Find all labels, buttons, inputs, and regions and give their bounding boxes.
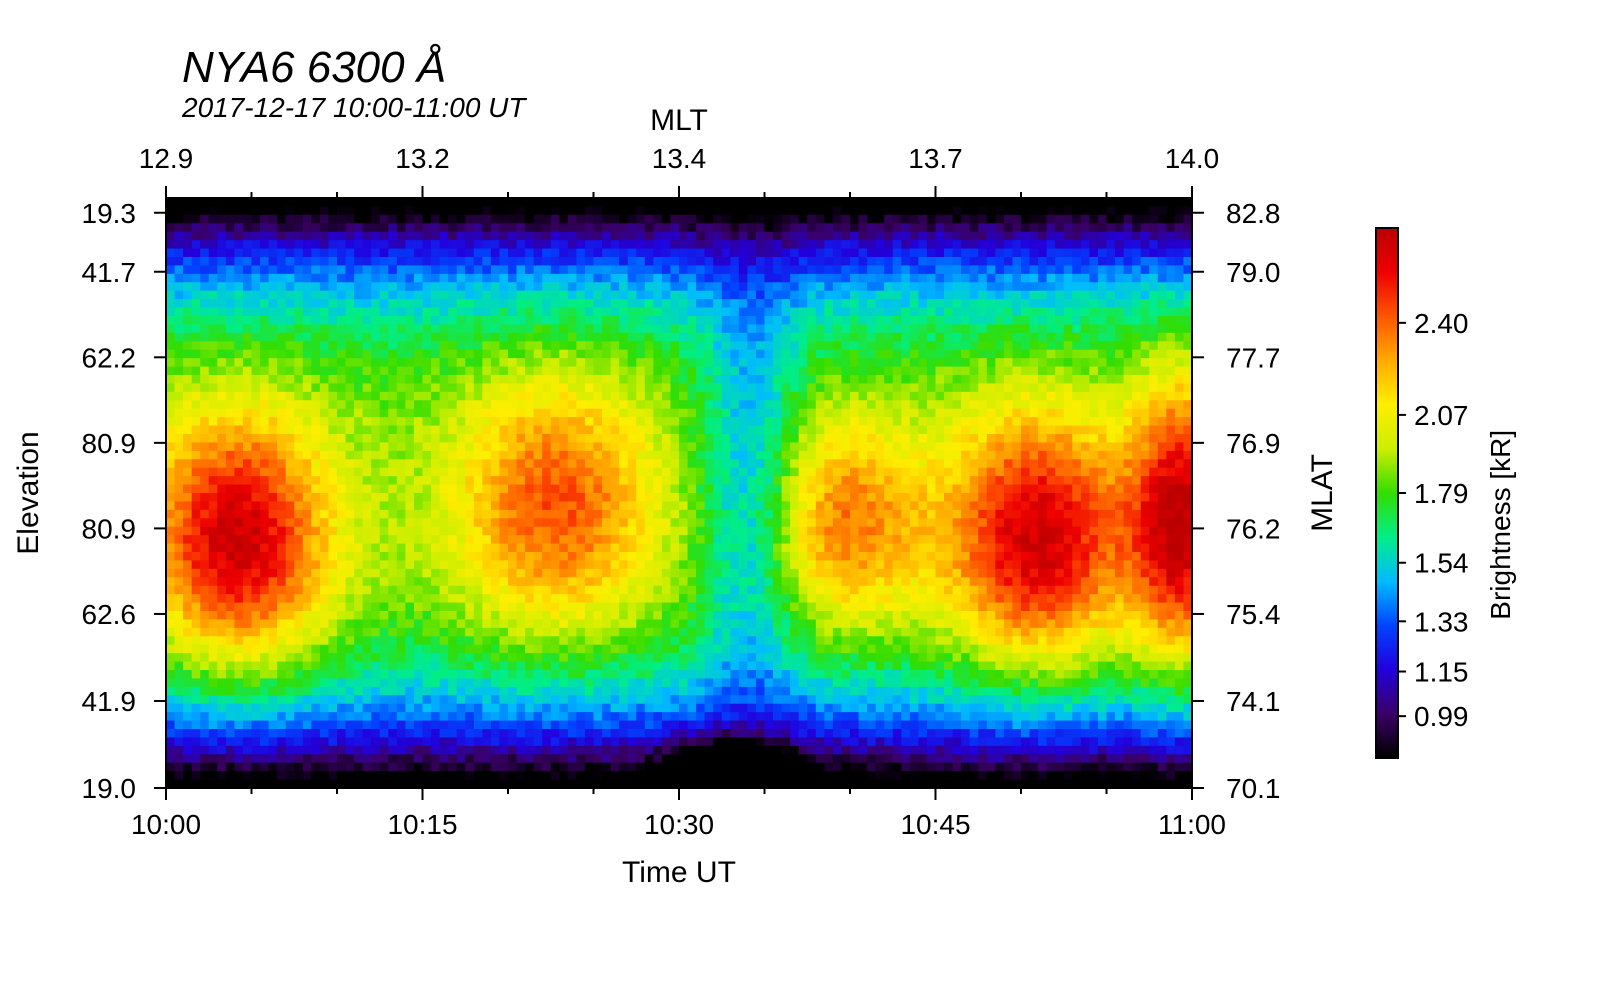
y-tick-label: 41.7 bbox=[82, 257, 137, 288]
right-y-tick-label: 82.8 bbox=[1226, 198, 1281, 229]
y-tick-label: 41.9 bbox=[82, 686, 137, 717]
right-y-tick-label: 76.2 bbox=[1226, 513, 1281, 544]
x-tick-label: 10:15 bbox=[387, 809, 457, 840]
colorbar-tick-label: 1.15 bbox=[1414, 657, 1469, 688]
x-axis-label: Time UT bbox=[622, 856, 736, 889]
top-x-axis-label: MLT bbox=[650, 104, 708, 137]
right-y-tick-label: 75.4 bbox=[1226, 599, 1281, 630]
right-y-axis-label: MLAT bbox=[1306, 454, 1339, 532]
y-axis-label: Elevation bbox=[12, 431, 45, 554]
colorbar-tick-label: 0.99 bbox=[1414, 701, 1469, 732]
y-tick-label: 19.3 bbox=[82, 198, 137, 229]
top-x-tick-label: 14.0 bbox=[1165, 143, 1220, 174]
top-x-tick-label: 12.9 bbox=[139, 143, 194, 174]
top-x-tick-label: 13.7 bbox=[908, 143, 963, 174]
y-tick-label: 62.6 bbox=[82, 599, 137, 630]
colorbar bbox=[1375, 227, 1399, 759]
right-y-tick-label: 76.9 bbox=[1226, 428, 1281, 459]
y-tick-label: 80.9 bbox=[82, 428, 137, 459]
chart-title: NYA6 6300 Å bbox=[182, 43, 447, 92]
x-tick-label: 10:30 bbox=[644, 809, 714, 840]
colorbar-tick-label: 1.79 bbox=[1414, 478, 1469, 509]
right-y-tick-label: 74.1 bbox=[1226, 686, 1281, 717]
top-x-tick-label: 13.4 bbox=[652, 143, 707, 174]
y-tick-label: 80.9 bbox=[82, 513, 137, 544]
colorbar-tick-label: 2.07 bbox=[1414, 400, 1469, 431]
x-tick-label: 10:00 bbox=[131, 809, 201, 840]
colorbar-label: Brightness [kR] bbox=[1485, 430, 1516, 620]
colorbar-tick-label: 2.40 bbox=[1414, 308, 1469, 339]
right-y-tick-label: 70.1 bbox=[1226, 773, 1281, 804]
top-x-tick-label: 13.2 bbox=[395, 143, 450, 174]
x-tick-label: 11:00 bbox=[1158, 809, 1226, 840]
y-tick-label: 62.2 bbox=[82, 342, 137, 373]
chart-subtitle: 2017-12-17 10:00-11:00 UT bbox=[182, 92, 526, 123]
y-tick-label: 19.0 bbox=[82, 773, 137, 804]
colorbar-tick-label: 1.33 bbox=[1414, 606, 1469, 637]
heatmap-image bbox=[166, 198, 1192, 788]
x-tick-label: 10:45 bbox=[900, 809, 970, 840]
colorbar-tick-label: 1.54 bbox=[1414, 548, 1469, 579]
right-y-tick-label: 79.0 bbox=[1226, 257, 1281, 288]
right-y-tick-label: 77.7 bbox=[1226, 342, 1281, 373]
